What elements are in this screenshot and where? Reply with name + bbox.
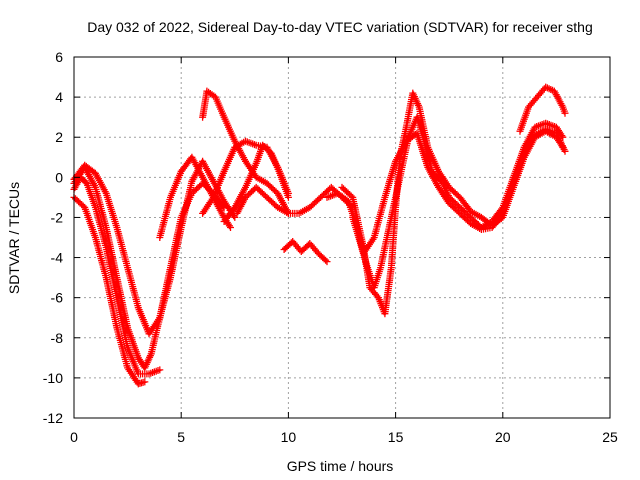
chart-title: Day 032 of 2022, Sidereal Day-to-day VTE… (87, 19, 593, 35)
x-tick-label: 20 (495, 429, 511, 445)
y-tick-label: -12 (43, 410, 63, 426)
series-pass-13 (349, 126, 568, 257)
x-tick-labels: 0 5 10 15 20 25 (70, 429, 618, 445)
y-tick-label: 6 (55, 49, 63, 65)
y-tick-label: -2 (51, 209, 64, 225)
y-tick-labels: -12 -10 -8 -6 -4 -2 0 2 4 6 (43, 49, 63, 426)
x-axis-label: GPS time / hours (287, 458, 394, 474)
marker-trace (281, 238, 331, 265)
x-tick-label: 0 (70, 429, 78, 445)
x-tick-label: 15 (388, 429, 404, 445)
y-tick-label: -10 (43, 370, 63, 386)
y-tick-label: 2 (55, 129, 63, 145)
series-pass-10 (281, 238, 331, 265)
y-tick-label: -4 (51, 250, 64, 266)
x-tick-label: 10 (281, 429, 297, 445)
x-tick-label: 25 (602, 429, 618, 445)
y-axis-label: SDTVAR / TECUs (6, 182, 22, 294)
y-tick-label: 4 (55, 89, 63, 105)
sdtvar-chart: 0 5 10 15 20 25 -12 -10 -8 -6 -4 -2 0 2 4 6 Day 032 of… (0, 0, 640, 480)
x-tick-label: 5 (177, 429, 185, 445)
y-tick-label: -8 (51, 330, 64, 346)
y-tick-label: 0 (55, 169, 63, 185)
data-marks (71, 84, 569, 388)
y-tick-label: -6 (51, 290, 64, 306)
marker-trace (349, 126, 568, 257)
